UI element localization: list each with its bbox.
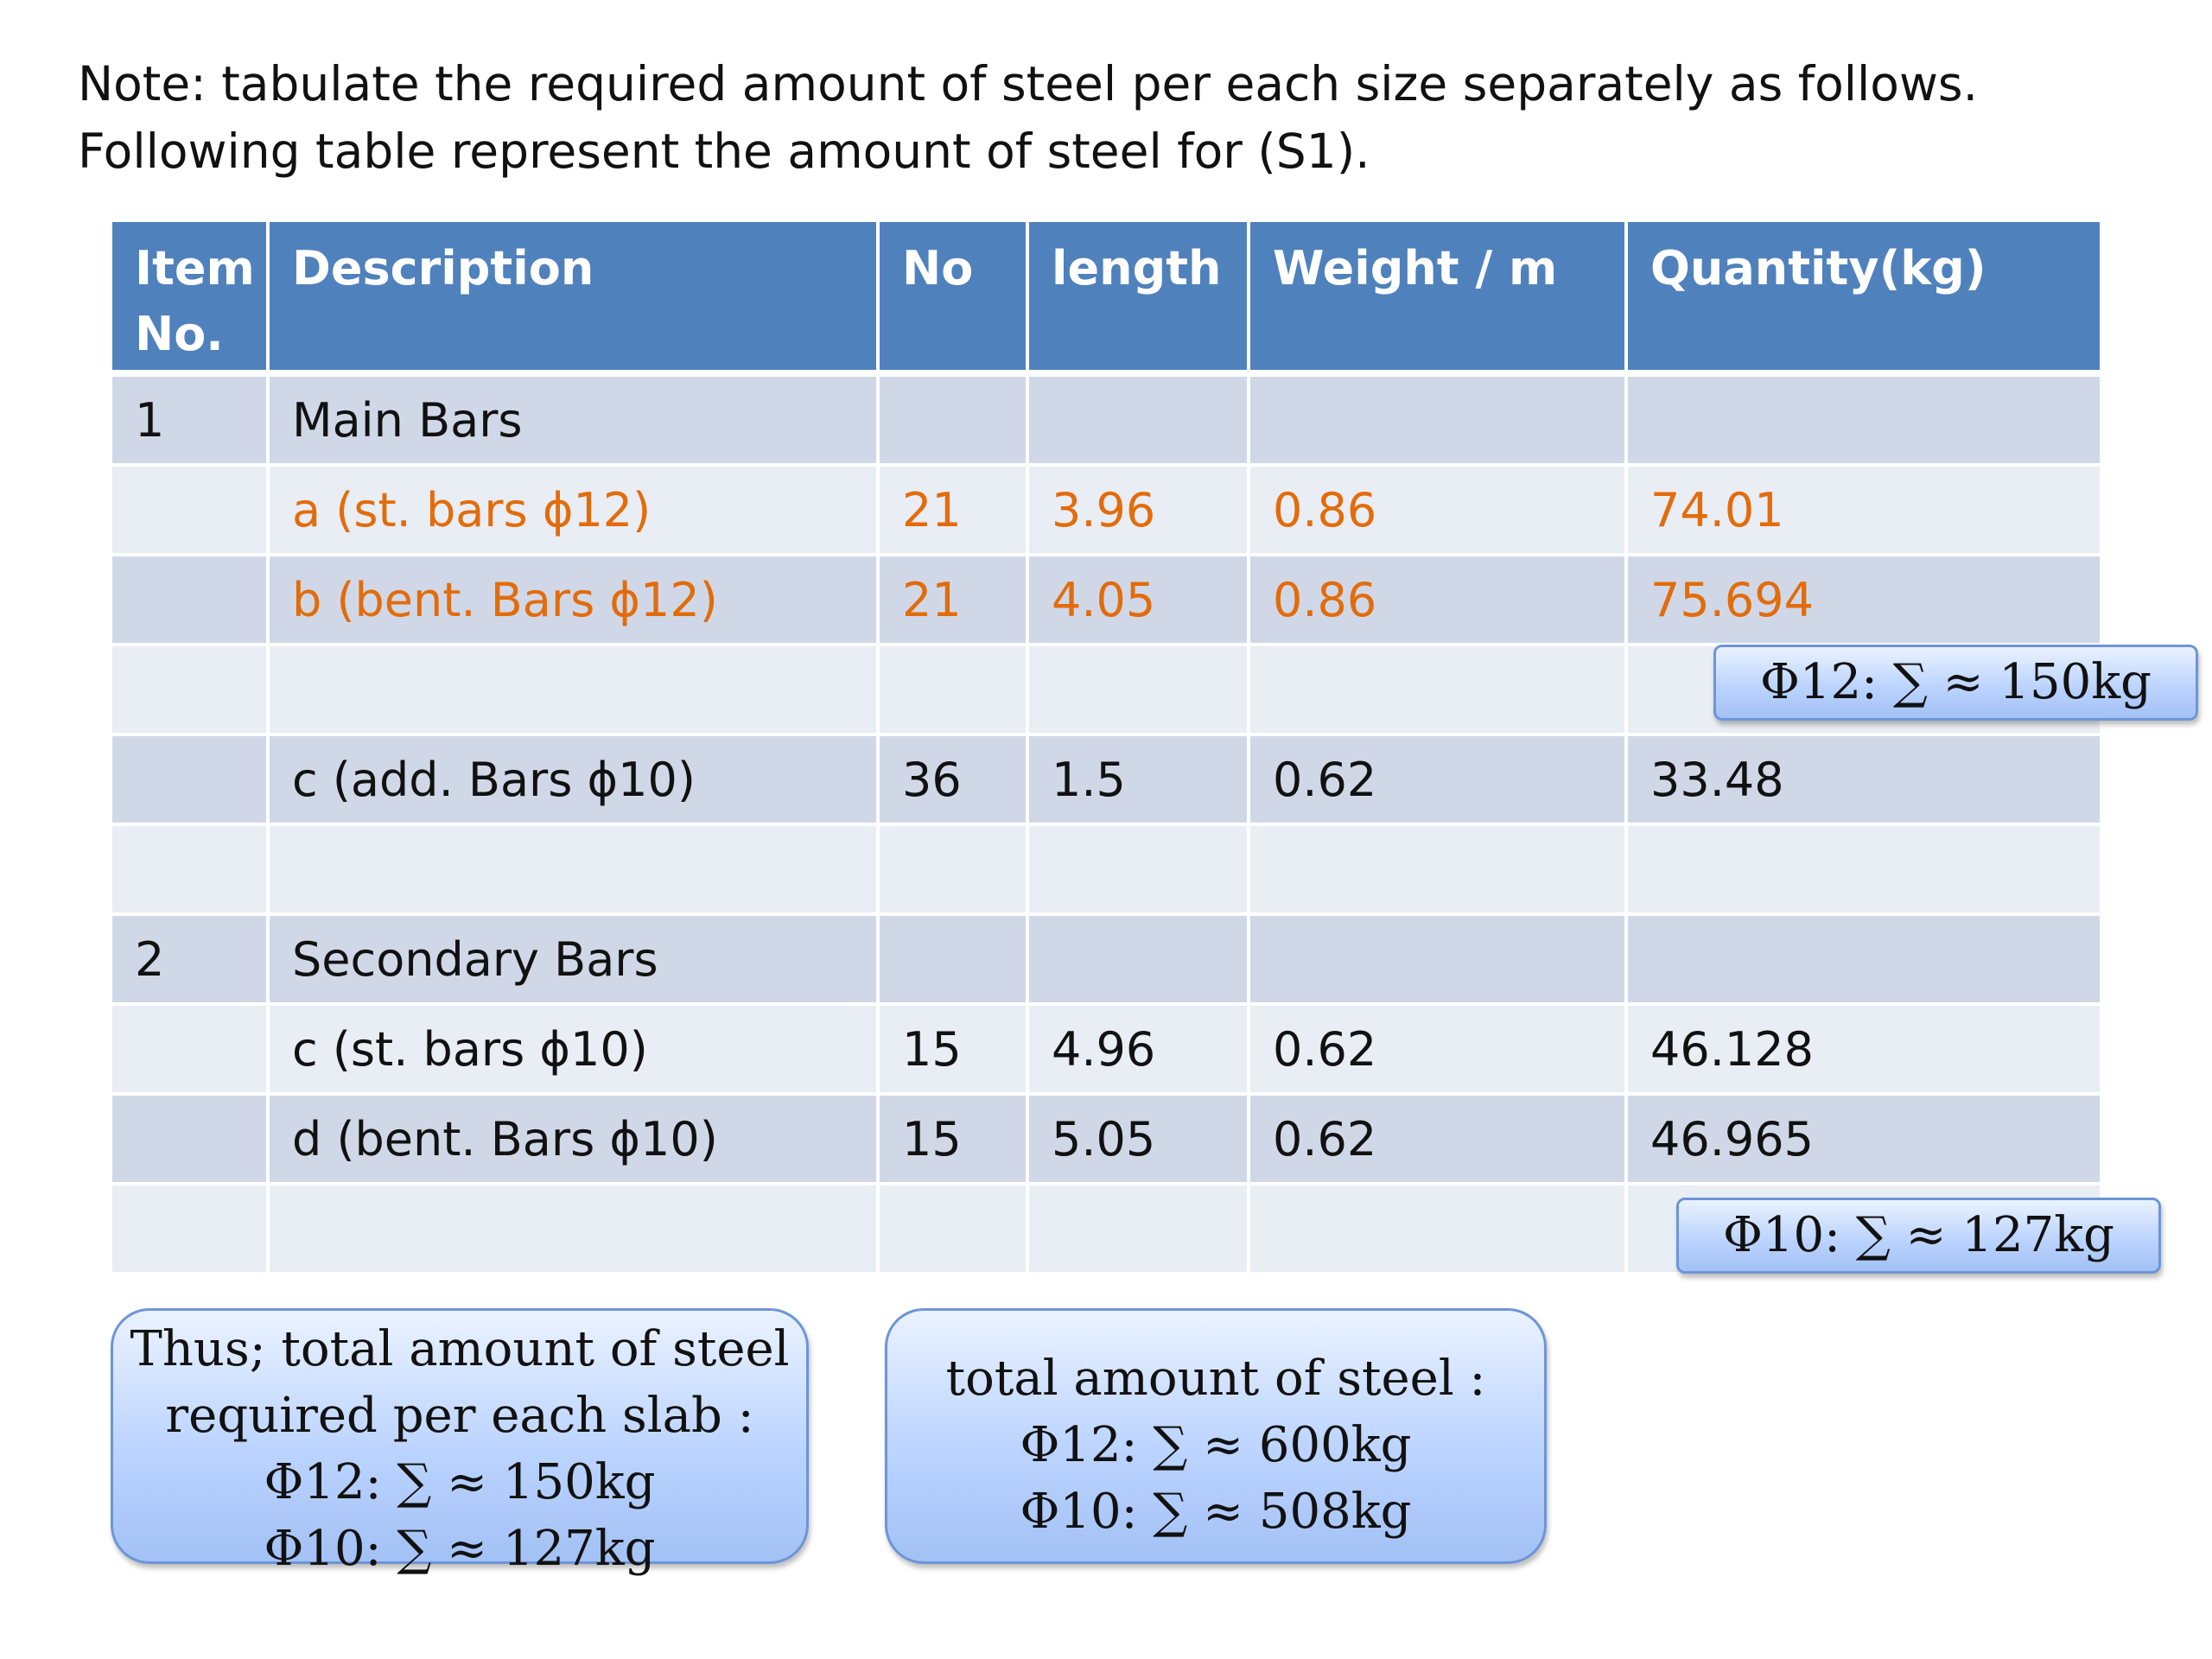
cell-weight (1249, 1184, 1628, 1275)
header-quantity: Quantity(kg) (1626, 222, 2100, 377)
cell-no: 21 (878, 555, 1029, 646)
cell-item (112, 645, 270, 736)
per-slab-total-callout: Thus; total amount of steel required per… (111, 1308, 809, 1577)
cell-quantity: 33.48 (1626, 734, 2100, 826)
cell-no (878, 645, 1029, 736)
cell-no (878, 824, 1029, 916)
steel-quantity-table: Item No. Description No length Weight / … (112, 222, 2100, 1275)
total-line-1: total amount of steel : (945, 1351, 1486, 1407)
cell-item (112, 465, 270, 556)
table-row: 1 Main Bars (112, 373, 2100, 467)
cell-description: c (st. bars ϕ10) (268, 1004, 880, 1096)
cell-description (268, 1184, 880, 1275)
table-row: c (st. bars ϕ10) 15 4.96 0.62 46.128 (112, 1004, 2100, 1096)
header-no: No (878, 222, 1029, 377)
per-slab-line-1: Thus; total amount of steel (130, 1321, 790, 1377)
header-item-no: Item No. (112, 222, 270, 377)
cell-description: Secondary Bars (268, 914, 880, 1006)
cell-weight (1249, 373, 1628, 467)
cell-no: 15 (878, 1094, 1029, 1185)
cell-item (112, 824, 270, 916)
cell-no (878, 914, 1029, 1006)
cell-quantity: 75.694 (1626, 555, 2100, 646)
cell-description: Main Bars (268, 373, 880, 467)
cell-quantity: 46.128 (1626, 1004, 2100, 1096)
total-line-2: Φ12: ∑ ≈ 600kg (1020, 1417, 1412, 1473)
per-slab-line-2: required per each slab : (165, 1388, 754, 1444)
cell-length: 4.96 (1027, 1004, 1250, 1096)
per-slab-line-4: Φ10: ∑ ≈ 127kg (264, 1521, 656, 1577)
cell-item: 2 (112, 914, 270, 1006)
cell-description: b (bent. Bars ϕ12) (268, 555, 880, 646)
cell-weight: 0.86 (1249, 555, 1628, 646)
table-row: 2 Secondary Bars (112, 914, 2100, 1006)
cell-length (1027, 645, 1250, 736)
cell-item (112, 1094, 270, 1185)
table-row: c (add. Bars ϕ10) 36 1.5 0.62 33.48 (112, 734, 2100, 826)
table-row: a (st. bars ϕ12) 21 3.96 0.86 74.01 (112, 465, 2100, 556)
total-line-3: Φ10: ∑ ≈ 508kg (1020, 1484, 1412, 1540)
cell-length: 5.05 (1027, 1094, 1250, 1185)
cell-no (878, 1184, 1029, 1275)
cell-length (1027, 914, 1250, 1006)
cell-length: 3.96 (1027, 465, 1250, 556)
table-row: d (bent. Bars ϕ10) 15 5.05 0.62 46.965 (112, 1094, 2100, 1185)
per-slab-line-3: Φ12: ∑ ≈ 150kg (264, 1454, 656, 1510)
cell-item (112, 1184, 270, 1275)
cell-description: c (add. Bars ϕ10) (268, 734, 880, 826)
cell-weight: 0.62 (1249, 1004, 1628, 1096)
note-line-1: Note: tabulate the required amount of st… (78, 56, 1979, 111)
note-text: Note: tabulate the required amount of st… (78, 50, 1978, 185)
cell-weight: 0.62 (1249, 734, 1628, 826)
cell-weight: 0.86 (1249, 465, 1628, 556)
cell-weight (1249, 824, 1628, 916)
cell-quantity (1626, 373, 2100, 467)
overall-total-callout: total amount of steel : Φ12: ∑ ≈ 600kg Φ… (885, 1308, 1547, 1564)
cell-length (1027, 373, 1250, 467)
cell-no: 15 (878, 1004, 1029, 1096)
table-row (112, 824, 2100, 916)
cell-quantity: 46.965 (1626, 1094, 2100, 1185)
cell-no: 21 (878, 465, 1029, 556)
cell-weight (1249, 914, 1628, 1006)
table-header-row: Item No. Description No length Weight / … (112, 222, 2100, 377)
cell-description: a (st. bars ϕ12) (268, 465, 880, 556)
cell-item (112, 734, 270, 826)
cell-no (878, 373, 1029, 467)
cell-quantity (1626, 914, 2100, 1006)
cell-description (268, 645, 880, 736)
cell-item (112, 555, 270, 646)
header-weight-per-m: Weight / m (1249, 222, 1628, 377)
cell-length (1027, 824, 1250, 916)
cell-length (1027, 1184, 1250, 1275)
phi12-sum-callout: Φ12: ∑ ≈ 150kg (1713, 645, 2198, 721)
cell-quantity: 74.01 (1626, 465, 2100, 556)
cell-length: 4.05 (1027, 555, 1250, 646)
cell-quantity (1626, 824, 2100, 916)
cell-length: 1.5 (1027, 734, 1250, 826)
cell-weight: 0.62 (1249, 1094, 1628, 1185)
table-row: b (bent. Bars ϕ12) 21 4.05 0.86 75.694 (112, 555, 2100, 646)
cell-item (112, 1004, 270, 1096)
cell-item: 1 (112, 373, 270, 467)
header-description: Description (268, 222, 880, 377)
header-length: length (1027, 222, 1250, 377)
phi10-sum-callout: Φ10: ∑ ≈ 127kg (1676, 1198, 2161, 1274)
cell-weight (1249, 645, 1628, 736)
cell-no: 36 (878, 734, 1029, 826)
cell-description: d (bent. Bars ϕ10) (268, 1094, 880, 1185)
cell-description (268, 824, 880, 916)
note-line-2: Following table represent the amount of … (78, 124, 1370, 179)
